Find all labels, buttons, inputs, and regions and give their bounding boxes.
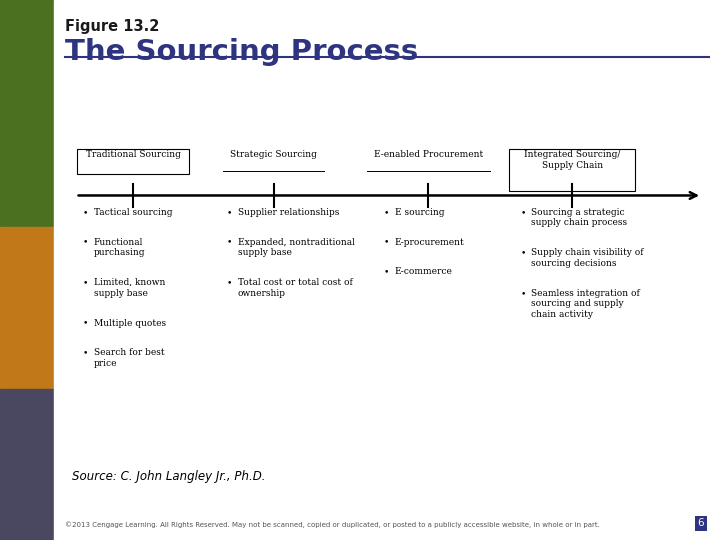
Text: •: • bbox=[83, 238, 88, 247]
Bar bbox=[0, 389, 54, 540]
Text: Search for best
price: Search for best price bbox=[94, 348, 164, 368]
Text: Integrated Sourcing/
Supply Chain: Integrated Sourcing/ Supply Chain bbox=[524, 150, 621, 170]
Text: •: • bbox=[227, 278, 232, 287]
Text: •: • bbox=[384, 208, 389, 217]
Text: •: • bbox=[521, 289, 526, 298]
Text: 6: 6 bbox=[698, 518, 704, 528]
Text: Traditional Sourcing: Traditional Sourcing bbox=[86, 150, 181, 159]
Text: Source: C. John Langley Jr., Ph.D.: Source: C. John Langley Jr., Ph.D. bbox=[72, 470, 266, 483]
Text: E sourcing: E sourcing bbox=[395, 208, 444, 217]
Text: •: • bbox=[384, 267, 389, 276]
Bar bbox=[0, 227, 54, 389]
Text: Supply chain visibility of
sourcing decisions: Supply chain visibility of sourcing deci… bbox=[531, 248, 644, 268]
Text: Seamless integration of
sourcing and supply
chain activity: Seamless integration of sourcing and sup… bbox=[531, 289, 640, 319]
Bar bbox=[0, 0, 54, 227]
Text: The Sourcing Process: The Sourcing Process bbox=[65, 38, 418, 66]
Text: Figure 13.2: Figure 13.2 bbox=[65, 19, 159, 34]
Text: Total cost or total cost of
ownership: Total cost or total cost of ownership bbox=[238, 278, 352, 298]
Text: •: • bbox=[384, 238, 389, 247]
Text: E-commerce: E-commerce bbox=[395, 267, 452, 276]
Text: •: • bbox=[83, 319, 88, 328]
Text: •: • bbox=[83, 278, 88, 287]
Text: Multiple quotes: Multiple quotes bbox=[94, 319, 166, 328]
Text: •: • bbox=[83, 208, 88, 217]
Text: •: • bbox=[227, 208, 232, 217]
Text: •: • bbox=[521, 208, 526, 217]
Text: Expanded, nontraditional
supply base: Expanded, nontraditional supply base bbox=[238, 238, 354, 257]
Text: •: • bbox=[83, 348, 88, 357]
Bar bbox=[510, 148, 636, 191]
Text: Limited, known
supply base: Limited, known supply base bbox=[94, 278, 165, 298]
Text: •: • bbox=[521, 248, 526, 258]
Text: Strategic Sourcing: Strategic Sourcing bbox=[230, 150, 317, 159]
Text: ©2013 Cengage Learning. All Rights Reserved. May not be scanned, copied or dupli: ©2013 Cengage Learning. All Rights Reser… bbox=[65, 522, 600, 528]
Text: •: • bbox=[227, 238, 232, 247]
Text: Functional
purchasing: Functional purchasing bbox=[94, 238, 145, 257]
Text: E-procurement: E-procurement bbox=[395, 238, 464, 247]
Bar bbox=[78, 148, 189, 174]
Text: E-enabled Procurement: E-enabled Procurement bbox=[374, 150, 483, 159]
Text: Sourcing a strategic
supply chain process: Sourcing a strategic supply chain proces… bbox=[531, 208, 628, 227]
Text: Tactical sourcing: Tactical sourcing bbox=[94, 208, 172, 217]
Text: Supplier relationships: Supplier relationships bbox=[238, 208, 339, 217]
